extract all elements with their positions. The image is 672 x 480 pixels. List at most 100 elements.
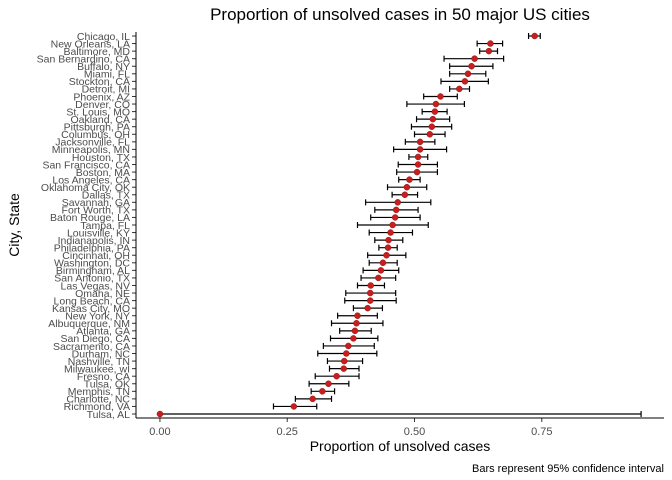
estimate-point bbox=[387, 229, 394, 236]
estimate-point bbox=[325, 380, 332, 388]
estimate-point bbox=[416, 138, 424, 146]
y-tick-label: Dallas, TX bbox=[82, 190, 130, 202]
error-bar bbox=[159, 411, 642, 417]
y-tick-label: Stockton, CA bbox=[69, 76, 130, 88]
y-tick-label: Louisville, KY bbox=[67, 227, 130, 239]
estimate-point bbox=[379, 259, 387, 267]
estimate-point bbox=[401, 191, 409, 199]
estimate-point bbox=[343, 350, 350, 357]
estimate-point bbox=[391, 214, 399, 221]
estimate-point bbox=[333, 372, 340, 380]
y-tick-label: Phoenix, AZ bbox=[73, 91, 130, 103]
estimate-point bbox=[384, 244, 392, 251]
x-axis-title: Proportion of unsolved cases bbox=[310, 438, 491, 454]
y-tick-label: San Antonio, TX bbox=[54, 273, 130, 285]
y-tick-label: San Francisco, CA bbox=[42, 159, 130, 171]
chart-caption: Bars represent 95% confidence interval bbox=[472, 463, 664, 475]
y-tick-label: Fresno, CA bbox=[77, 371, 130, 383]
estimate-point bbox=[485, 47, 493, 55]
estimate-point bbox=[437, 93, 444, 100]
estimate-point bbox=[366, 297, 374, 304]
y-tick-label: Oakland, CA bbox=[70, 114, 130, 126]
y-tick-label: San Bernardino, CA bbox=[37, 53, 130, 65]
y-tick-label: Pittsburgh, PA bbox=[64, 122, 130, 134]
y-tick-label: New Orleans, LA bbox=[51, 38, 130, 50]
y-tick-label: Jacksonville, FL bbox=[55, 137, 130, 149]
estimate-point bbox=[413, 168, 421, 176]
y-tick-label: Fort Worth, TX bbox=[62, 205, 130, 217]
y-tick-label: Tulsa, AL bbox=[87, 409, 131, 421]
estimate-point bbox=[406, 176, 413, 183]
estimate-point bbox=[426, 131, 434, 138]
estimate-point bbox=[403, 183, 411, 191]
y-axis-title: City, State bbox=[6, 193, 22, 257]
estimate-point bbox=[428, 123, 436, 130]
y-tick-label: Albuquerque, NM bbox=[48, 318, 130, 330]
estimate-point bbox=[468, 62, 475, 70]
y-tick-label: San Diego, CA bbox=[61, 333, 130, 345]
y-tick-label: Omaha, NE bbox=[75, 288, 130, 300]
y-tick-label: Oklahoma City, OK bbox=[41, 182, 130, 194]
estimate-point bbox=[416, 146, 424, 153]
y-tick-label: Nashville, TN bbox=[68, 356, 130, 368]
y-tick-label: Memphis, TN bbox=[68, 386, 130, 398]
y-tick-label: Boston, MA bbox=[76, 167, 130, 179]
y-tick-label: Miami, FL bbox=[84, 69, 130, 81]
estimate-point bbox=[364, 304, 371, 312]
estimate-point bbox=[366, 289, 374, 297]
y-tick-label: Birmingham, AL bbox=[56, 265, 130, 277]
y-tick-label: Minneapolis, MN bbox=[52, 144, 130, 156]
estimate-point bbox=[429, 115, 437, 123]
x-tick-label: 0.25 bbox=[277, 426, 298, 438]
y-tick-label: Cincinnati, OH bbox=[62, 250, 130, 262]
y-tick-label: Durham, NC bbox=[72, 348, 131, 360]
y-tick-label: Kansas City, MO bbox=[52, 303, 130, 315]
estimate-point bbox=[456, 85, 463, 93]
y-tick-label: Sacramento, CA bbox=[53, 341, 130, 353]
x-tick-label: 0.50 bbox=[404, 426, 425, 438]
estimate-point bbox=[487, 40, 494, 47]
estimate-point bbox=[385, 236, 392, 244]
chart-title: Proportion of unsolved cases in 50 major… bbox=[210, 5, 590, 24]
y-tick-label: Detroit, MI bbox=[82, 84, 130, 96]
y-tick-label: Baltimore, MD bbox=[63, 46, 130, 58]
estimate-point bbox=[431, 108, 439, 115]
estimate-point bbox=[461, 78, 469, 85]
estimate-point bbox=[383, 251, 390, 259]
estimate-point bbox=[414, 161, 422, 168]
y-tick-label: Savannah, GA bbox=[62, 197, 130, 209]
y-tick-label: New York, NY bbox=[65, 311, 130, 323]
estimate-point bbox=[375, 274, 382, 282]
estimate-point bbox=[377, 267, 385, 274]
y-tick-label: Milwaukee, wI bbox=[64, 363, 130, 375]
x-tick-label: 0.00 bbox=[149, 426, 170, 438]
y-tick-label: Los Angeles, CA bbox=[52, 174, 130, 186]
y-tick-label: Philadelphia, PA bbox=[54, 242, 130, 254]
estimate-point bbox=[531, 32, 538, 40]
y-tick-label: St. Louis, MO bbox=[66, 106, 130, 118]
estimate-point bbox=[351, 327, 359, 335]
estimate-point bbox=[340, 357, 348, 365]
estimate-point bbox=[392, 206, 400, 214]
y-tick-label: Buffalo, NY bbox=[77, 61, 130, 73]
y-tick-label: Columbus, OH bbox=[61, 129, 130, 141]
estimate-point bbox=[432, 100, 440, 108]
estimate-point bbox=[394, 199, 401, 206]
y-tick-label: Charlotte, NC bbox=[66, 394, 130, 406]
y-tick-label: Chicago, IL bbox=[77, 31, 130, 43]
estimate-point bbox=[319, 388, 326, 395]
y-tick-label: Tulsa, OK bbox=[84, 379, 130, 391]
y-tick-label: Tampa, FL bbox=[80, 220, 130, 232]
estimate-point bbox=[367, 282, 374, 289]
estimate-point bbox=[309, 395, 316, 403]
estimate-point bbox=[414, 153, 422, 161]
y-tick-label: Las Vegas, NV bbox=[61, 280, 130, 292]
y-tick-label: Washington, DC bbox=[54, 258, 130, 270]
estimate-point bbox=[354, 312, 361, 319]
y-tick-label: Atlanta, GA bbox=[76, 326, 130, 338]
x-tick-label: 0.75 bbox=[531, 426, 552, 438]
estimate-point bbox=[340, 365, 347, 372]
